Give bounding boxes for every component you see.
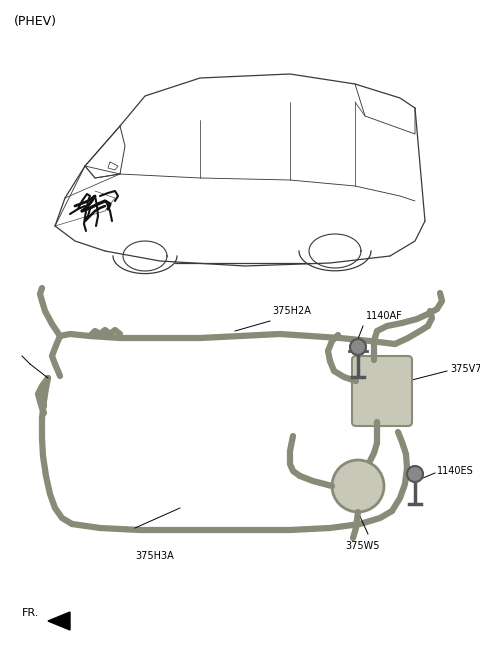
Circle shape bbox=[350, 339, 366, 355]
Text: FR.: FR. bbox=[22, 608, 39, 618]
FancyBboxPatch shape bbox=[352, 356, 412, 426]
Text: 1140ES: 1140ES bbox=[437, 466, 474, 476]
Circle shape bbox=[332, 460, 384, 512]
Text: 375W5: 375W5 bbox=[346, 541, 380, 551]
Text: (PHEV): (PHEV) bbox=[14, 15, 57, 28]
Text: 1140AF: 1140AF bbox=[366, 311, 403, 321]
Circle shape bbox=[407, 466, 423, 482]
Text: 375V7: 375V7 bbox=[450, 364, 480, 374]
Text: 375H3A: 375H3A bbox=[136, 551, 174, 561]
Text: 375H2A: 375H2A bbox=[272, 306, 311, 316]
Polygon shape bbox=[48, 612, 70, 630]
